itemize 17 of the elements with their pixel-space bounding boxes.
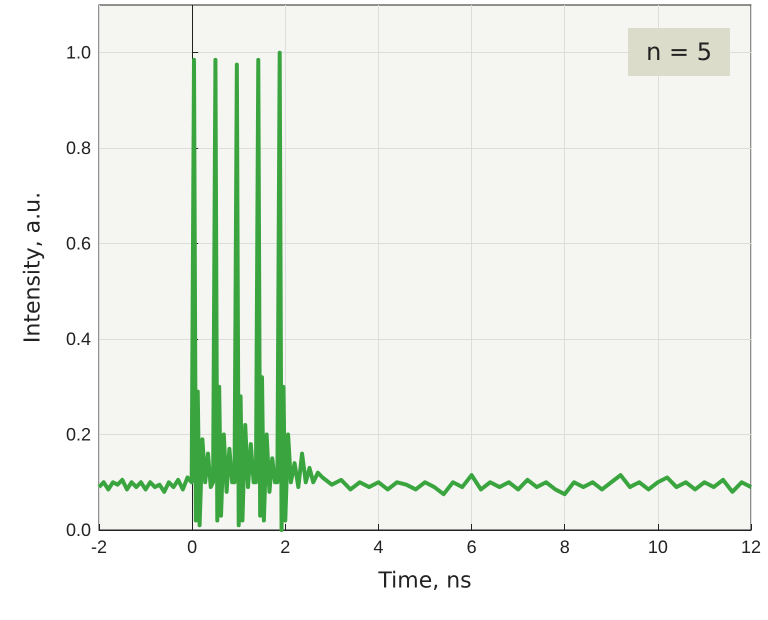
x-tick-label: 6 — [466, 537, 477, 557]
x-tick-label: 4 — [373, 537, 384, 557]
x-tick-label: -2 — [90, 537, 108, 557]
y-tick-label: 1.0 — [66, 42, 91, 63]
y-tick-label: 0.4 — [66, 329, 91, 350]
x-tick-label: 12 — [740, 537, 762, 557]
y-tick-label: 0.0 — [66, 520, 91, 540]
x-tick-label: 0 — [187, 537, 198, 557]
y-tick-label: 0.8 — [66, 138, 91, 158]
x-tick-label: 8 — [560, 537, 570, 557]
x-tick-label: 10 — [648, 537, 668, 557]
annotation: n = 5 — [628, 28, 730, 76]
x-axis-title: Time, ns — [377, 568, 472, 594]
y-tick-label: 0.2 — [66, 424, 91, 445]
x-tick-label: 2 — [280, 537, 290, 557]
y-axis-title: Intensity, a.u. — [20, 192, 46, 344]
y-tick-label: 0.6 — [66, 234, 91, 254]
